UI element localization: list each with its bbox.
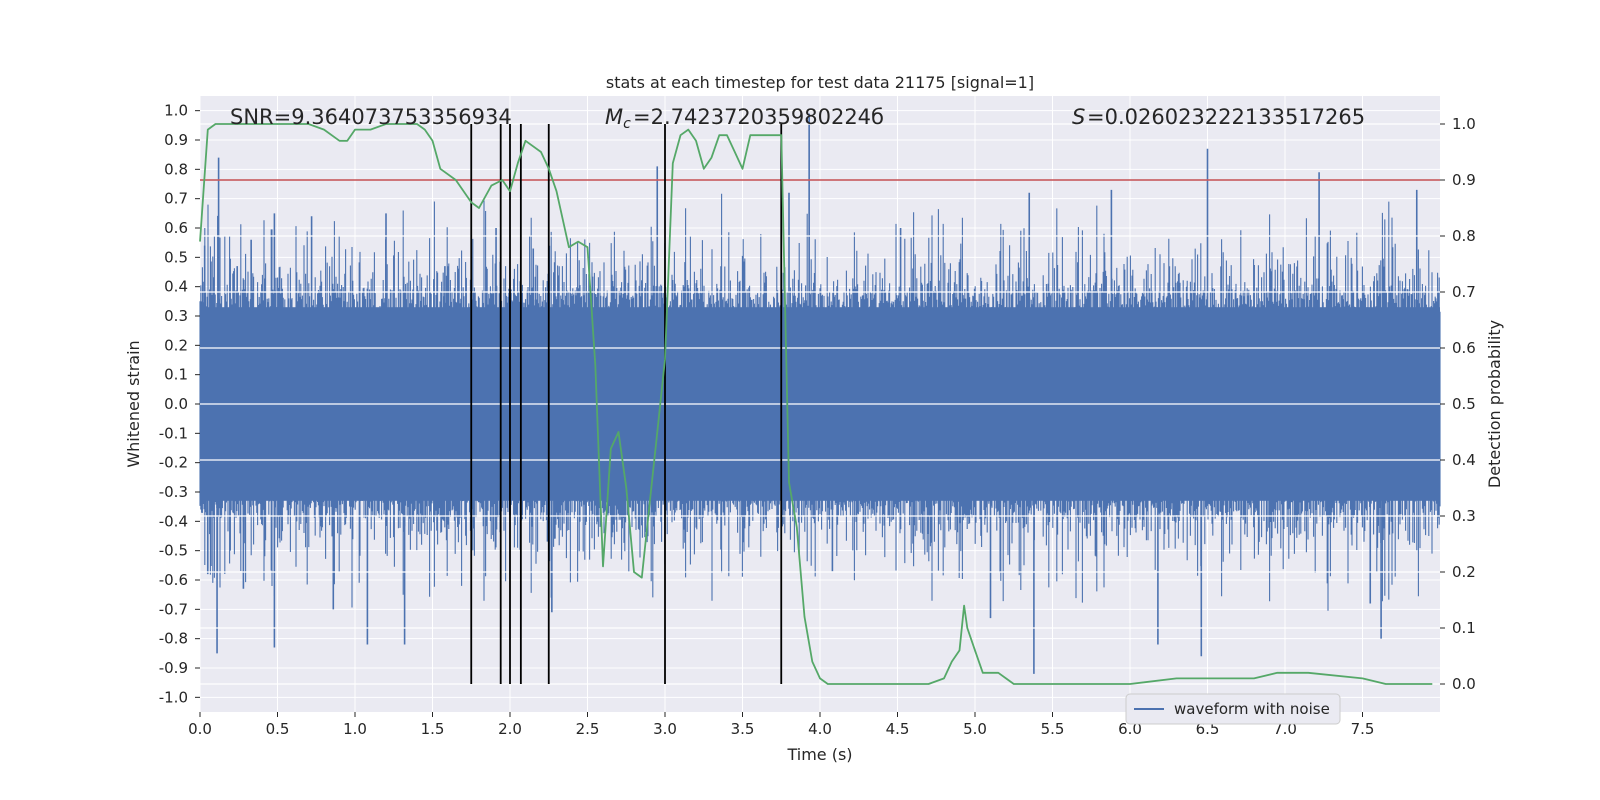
right-tick-label: 0.0: [1452, 675, 1476, 693]
left-tick-label: 1.0: [164, 102, 188, 120]
x-tick-label: 1.0: [343, 720, 367, 738]
left-tick-label: 0.8: [164, 160, 188, 178]
left-tick-label: -0.3: [159, 483, 188, 501]
legend-box: [1125, 693, 1341, 725]
x-tick-label: 3.0: [653, 720, 677, 738]
left-tick-label: 0.0: [164, 395, 188, 413]
left-tick-label: -0.2: [159, 454, 188, 472]
x-tick-label: 7.5: [1351, 720, 1375, 738]
snr-annotation: SNR=9.364073753356934: [230, 105, 512, 129]
right-tick-label: 0.5: [1452, 395, 1476, 413]
x-tick-label: 2.5: [576, 720, 600, 738]
left-tick-label: 0.9: [164, 131, 188, 149]
right-tick-label: 0.9: [1452, 171, 1476, 189]
right-tick-label: 0.1: [1452, 619, 1476, 637]
x-tick-label: 5.5: [1041, 720, 1065, 738]
chart-title: stats at each timestep for test data 211…: [606, 73, 1034, 92]
x-tick-label: 0.0: [188, 720, 212, 738]
legend: waveform with noise: [1125, 693, 1341, 725]
x-tick-label: 3.5: [731, 720, 755, 738]
left-tick-label: -0.1: [159, 424, 188, 442]
x-tick-label: 5.0: [963, 720, 987, 738]
chirp-mass-value: =2.742372035980224б: [633, 105, 884, 129]
legend-label: waveform with noise: [1174, 700, 1330, 718]
left-tick-label: -0.7: [159, 600, 188, 618]
s-annotation: S =0.026023222133517265: [1072, 105, 1365, 129]
right-tick-label: 0.3: [1452, 507, 1476, 525]
right-tick-label: 0.8: [1452, 227, 1476, 245]
x-axis-label: Time (s): [786, 745, 852, 764]
left-tick-label: -0.6: [159, 571, 188, 589]
chirp-mass-annotation: Mc =2.742372035980224б: [605, 105, 884, 132]
left-tick-label: 0.2: [164, 336, 188, 354]
left-tick-label: 0.7: [164, 190, 188, 208]
s-value: =0.026023222133517265: [1087, 105, 1365, 129]
detection-probability-series: [199, 123, 1433, 685]
vertical-markers: [470, 124, 783, 684]
left-tick-label: -0.5: [159, 542, 188, 560]
right-tick-label: 0.6: [1452, 339, 1476, 357]
left-axis-label: Whitened strain: [124, 340, 143, 467]
left-tick-label: -0.4: [159, 512, 188, 530]
left-tick-label: 0.4: [164, 278, 188, 296]
right-tick-label: 0.2: [1452, 563, 1476, 581]
left-tick-label: 0.1: [164, 366, 188, 384]
x-tick-label: 2.0: [498, 720, 522, 738]
left-axis-ticks: 1.0 0.9 0.8 0.7 0.6 0.5 0.4 0.3 0.2 0.1 0.0 -0.1 -0.…: [159, 102, 200, 706]
left-tick-label: -0.9: [159, 659, 188, 677]
left-tick-label: 0.5: [164, 248, 188, 266]
x-tick-label: 4.0: [808, 720, 832, 738]
right-axis-ticks: 1.0 0.9 0.8 0.7 0.6 0.5 0.4 0.3 0.2 0.1 0.0: [1440, 115, 1476, 693]
right-axis-label: Detection probability: [1485, 320, 1504, 488]
right-tick-label: 0.4: [1452, 451, 1476, 469]
x-tick-label: 4.5: [886, 720, 910, 738]
left-tick-label: 0.3: [164, 307, 188, 325]
left-tick-label: -0.8: [159, 630, 188, 648]
left-tick-label: -1.0: [159, 688, 188, 706]
right-tick-label: 0.7: [1452, 283, 1476, 301]
left-tick-label: 0.6: [164, 219, 188, 237]
detection-probability-line: [199, 123, 1433, 685]
x-tick-label: 0.5: [266, 720, 290, 738]
right-tick-label: 1.0: [1452, 115, 1476, 133]
x-tick-label: 1.5: [421, 720, 445, 738]
s-symbol: S: [1072, 105, 1085, 129]
